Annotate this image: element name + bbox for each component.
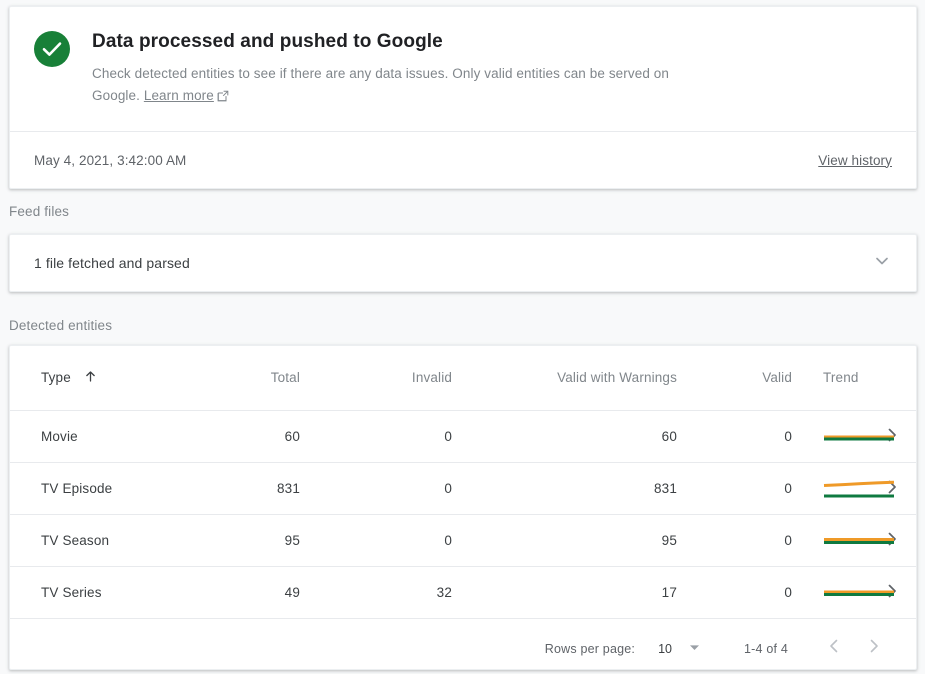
status-text-block: Data processed and pushed to Google Chec… [92,29,892,109]
status-card-footer: May 4, 2021, 3:42:00 AM View history [10,132,916,188]
cell-warnings: 831 [464,462,690,515]
cell-warnings: 95 [464,514,690,567]
column-header-trend: Trend [805,346,865,411]
cell-invalid: 0 [314,410,464,463]
view-history-link[interactable]: View history [818,152,892,168]
trend-sparkline [823,525,895,555]
pagination-range: 1-4 of 4 [744,641,788,656]
cell-total: 95 [196,514,314,567]
trend-sparkline [823,473,895,503]
triangle-down-icon[interactable] [689,642,700,656]
cell-warnings: 17 [464,566,690,619]
column-header-type-label: Type [41,369,71,385]
pagination-prev-button[interactable] [814,629,854,669]
column-header-actions [865,346,916,411]
cell-valid: 0 [690,514,805,567]
table-header: Type Total Invalid Valid with Warnings V… [10,346,916,411]
column-header-valid[interactable]: Valid [690,346,805,411]
status-description-text: Check detected entities to see if there … [92,66,670,103]
cell-type: TV Season [10,514,196,567]
cell-total: 831 [196,462,314,515]
chevron-left-icon [825,637,843,660]
status-card: Data processed and pushed to Google Chec… [9,6,917,189]
chevron-down-icon[interactable] [872,251,892,276]
column-header-invalid[interactable]: Invalid [314,346,464,411]
trend-sparkline [823,577,895,607]
status-card-divider [10,131,916,132]
cell-trend [805,462,895,515]
feed-files-panel[interactable]: 1 file fetched and parsed [9,234,917,292]
cell-type: Movie [10,410,196,463]
rows-per-page-label: Rows per page: [544,641,636,656]
cell-trend [805,410,894,463]
table-row[interactable]: TV Series 49 32 17 0 [10,566,916,619]
table-row[interactable]: Movie 60 0 60 0 [10,410,916,463]
column-header-valid-with-warnings[interactable]: Valid with Warnings [464,346,690,411]
status-timestamp: May 4, 2021, 3:42:00 AM [34,152,187,168]
cell-invalid: 0 [314,514,464,567]
cell-invalid: 32 [314,566,464,619]
page-title: Data processed and pushed to Google [92,31,443,52]
check-circle-icon [34,31,70,67]
cell-warnings: 60 [464,410,690,463]
column-header-total[interactable]: Total [196,346,314,411]
cell-type: TV Episode [10,462,196,515]
table-row[interactable]: TV Season 95 0 95 0 [10,514,916,567]
cell-valid: 0 [690,410,805,463]
cell-valid: 0 [690,566,805,619]
cell-type: TV Series [10,566,196,619]
feed-files-summary: 1 file fetched and parsed [34,255,190,271]
cell-trend [805,514,894,567]
chevron-right-icon [865,637,883,660]
status-card-body: Data processed and pushed to Google Chec… [10,7,916,131]
table-header-row: Type Total Invalid Valid with Warnings V… [10,346,916,411]
cell-invalid: 0 [314,462,464,515]
cell-valid: 0 [690,462,805,515]
cell-trend [805,566,894,619]
cell-total: 60 [196,410,314,463]
cell-row-action[interactable] [865,462,916,515]
pagination-next-button[interactable] [854,629,894,669]
column-header-type[interactable]: Type [10,346,196,411]
trend-sparkline [823,421,895,451]
cell-total: 49 [196,566,314,619]
open-in-new-icon[interactable] [217,87,229,109]
table-pagination: Rows per page: 10 1-4 of 4 [10,619,916,670]
table-body: Movie 60 0 60 0 [10,410,916,619]
detected-entities-section-label: Detected entities [9,318,113,333]
detected-entities-table-card: Type Total Invalid Valid with Warnings V… [9,345,917,670]
detected-entities-table: Type Total Invalid Valid with Warnings V… [10,346,916,619]
learn-more-link[interactable]: Learn more [143,88,214,103]
rows-per-page-select[interactable]: 10 [658,642,700,656]
rows-per-page-value: 10 [658,641,672,656]
feed-files-section-label: Feed files [9,204,70,219]
status-description: Check detected entities to see if there … [92,63,672,109]
arrow-up-icon[interactable] [84,370,97,386]
table-row[interactable]: TV Episode 831 0 831 0 [10,462,916,515]
